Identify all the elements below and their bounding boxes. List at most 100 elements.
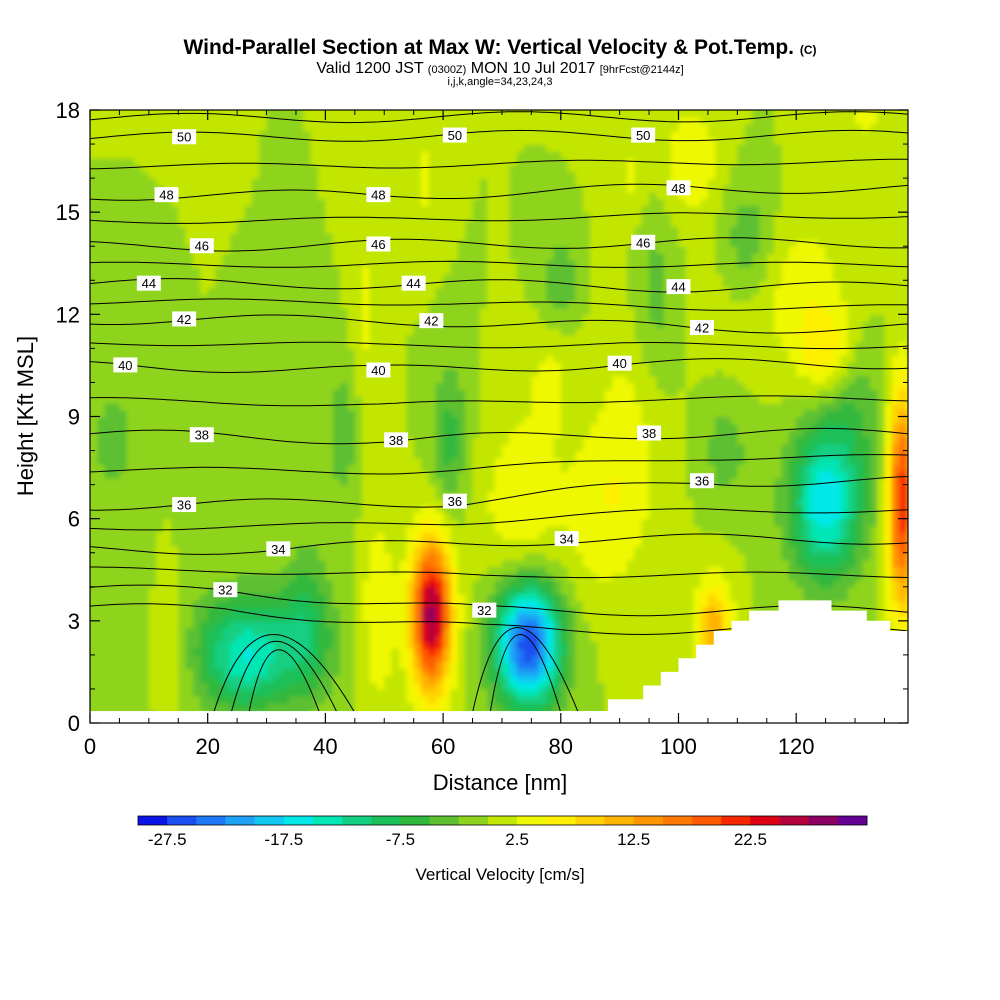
colorbar-swatch-8 [371, 816, 401, 825]
contour-label-box [690, 473, 715, 489]
theta-contour-44 [90, 278, 908, 293]
x-tick-label-60: 60 [431, 734, 455, 759]
y-tick-label-18: 18 [56, 98, 80, 123]
contour-label-box [136, 275, 161, 291]
contour-label-48-0: 48 [159, 188, 173, 203]
contour-label-box [384, 432, 409, 448]
theta-contour-46 [90, 237, 908, 252]
theta-contour-low-0 [248, 649, 320, 713]
colorbar-swatch-17 [633, 816, 664, 825]
contour-label-box [554, 531, 579, 547]
colorbar-swatch-9 [400, 816, 430, 825]
colorbar-title: Vertical Velocity [cm/s] [415, 865, 584, 884]
colorbar-swatch-5 [283, 816, 314, 825]
title-unit: (C) [799, 43, 817, 57]
contour-label-44-2: 44 [671, 280, 685, 295]
contour-label-34-1: 34 [559, 532, 573, 547]
chart-subtitle: Valid 1200 JST (0300Z) MON 10 Jul 2017 [… [0, 60, 1000, 78]
colorbar-swatch-0 [138, 816, 168, 825]
contour-label-box [213, 582, 238, 598]
contour-label-46-0: 46 [195, 239, 209, 254]
y-tick-label-9: 9 [68, 405, 80, 430]
contour-label-box [419, 313, 444, 329]
contour-label-38-1: 38 [389, 433, 403, 448]
y-tick-label-3: 3 [68, 609, 80, 634]
contour-label-box [113, 357, 138, 373]
contour-label-box [666, 279, 691, 295]
colorbar-swatch-22 [779, 816, 809, 825]
field-cells [90, 110, 908, 723]
colorbar-border [137, 815, 868, 826]
theta-contour-45 [90, 260, 908, 268]
colorbar-swatch-24 [837, 816, 868, 825]
theta-contours [90, 111, 908, 714]
theta-contour-49 [90, 158, 908, 170]
colorbar-swatch-18 [662, 816, 693, 825]
theta-contour-47 [90, 212, 908, 224]
contour-label-box [690, 319, 715, 335]
contour-label-box [631, 127, 656, 143]
contour-label-32-1: 32 [477, 603, 491, 618]
contour-labels: 50 50 50 48 48 48 46 46 46 44 44 44 42 42 42 40 40 40 38 38… [113, 127, 715, 618]
theta-contour-51 [90, 111, 908, 124]
y-tick-label-6: 6 [68, 507, 80, 532]
colorbar-swatch-15 [575, 816, 605, 825]
chart-title: Wind-Parallel Section at Max W: Vertical… [183, 36, 817, 59]
terrain-polygon [584, 600, 908, 723]
contour-label-box [607, 355, 632, 371]
theta-contour-35 [90, 508, 908, 531]
theta-contour-36 [90, 476, 908, 511]
colorbar-label-2: -7.5 [386, 830, 415, 849]
contour-label-box [154, 187, 179, 203]
theta-contour-41 [90, 341, 908, 350]
colorbar-swatch-11 [458, 816, 489, 825]
contour-label-box [442, 493, 467, 509]
colorbar-swatch-16 [604, 816, 635, 825]
contour-label-40-2: 40 [612, 356, 626, 371]
theta-contour-low-4 [472, 627, 579, 713]
contour-label-box [189, 238, 214, 254]
terrain-base [90, 711, 908, 723]
colorbar-label-5: 22.5 [734, 830, 767, 849]
terrain-mask [90, 600, 908, 723]
y-tick-label-12: 12 [56, 302, 80, 327]
contour-label-box [401, 275, 426, 291]
colorbar-swatch-14 [546, 816, 576, 825]
colorbar-swatch-12 [487, 816, 518, 825]
contour-label-38-2: 38 [642, 426, 656, 441]
colorbar-label-4: 12.5 [617, 830, 650, 849]
contour-label-box [631, 234, 656, 250]
colorbar-swatch-3 [225, 816, 255, 825]
x-tick-label-0: 0 [84, 734, 96, 759]
colorbar-swatch-23 [808, 816, 839, 825]
contour-label-44-0: 44 [142, 276, 156, 291]
theta-contour-33 [90, 566, 908, 579]
x-tick-label-20: 20 [195, 734, 219, 759]
velocity-field [90, 110, 908, 723]
colorbar: -27.5 -17.5 -7.5 2.5 12.5 22.5 [137, 815, 868, 849]
contour-label-42-1: 42 [424, 314, 438, 329]
y-tick-label-0: 0 [68, 711, 80, 736]
colorbar-swatch-4 [254, 816, 285, 825]
colorbar-swatch-10 [429, 816, 460, 825]
theta-contour-37 [90, 454, 908, 475]
section-info: i,j,k,angle=34,23,24,3 [447, 76, 553, 88]
theta-contour-43 [90, 298, 908, 311]
colorbar-label-0: -27.5 [148, 830, 187, 849]
contour-label-34-0: 34 [271, 542, 285, 557]
valid-date: MON 10 Jul 2017 [470, 60, 596, 77]
contour-label-box [366, 362, 391, 378]
colorbar-swatch-7 [342, 816, 372, 825]
theta-contour-42 [90, 314, 908, 334]
colorbar-swatch-6 [312, 816, 343, 825]
y-axis-title: Height [Kft MSL] [13, 336, 38, 496]
theta-contour-40 [90, 358, 908, 373]
colorbar-swatch-2 [196, 816, 226, 825]
x-tick-label-100: 100 [660, 734, 697, 759]
theta-contour-low-3 [489, 633, 562, 713]
valid-time: Valid 1200 JST [316, 60, 424, 77]
x-axis: 0 20 40 60 80 100 120 [84, 110, 885, 759]
contour-label-42-2: 42 [695, 320, 709, 335]
